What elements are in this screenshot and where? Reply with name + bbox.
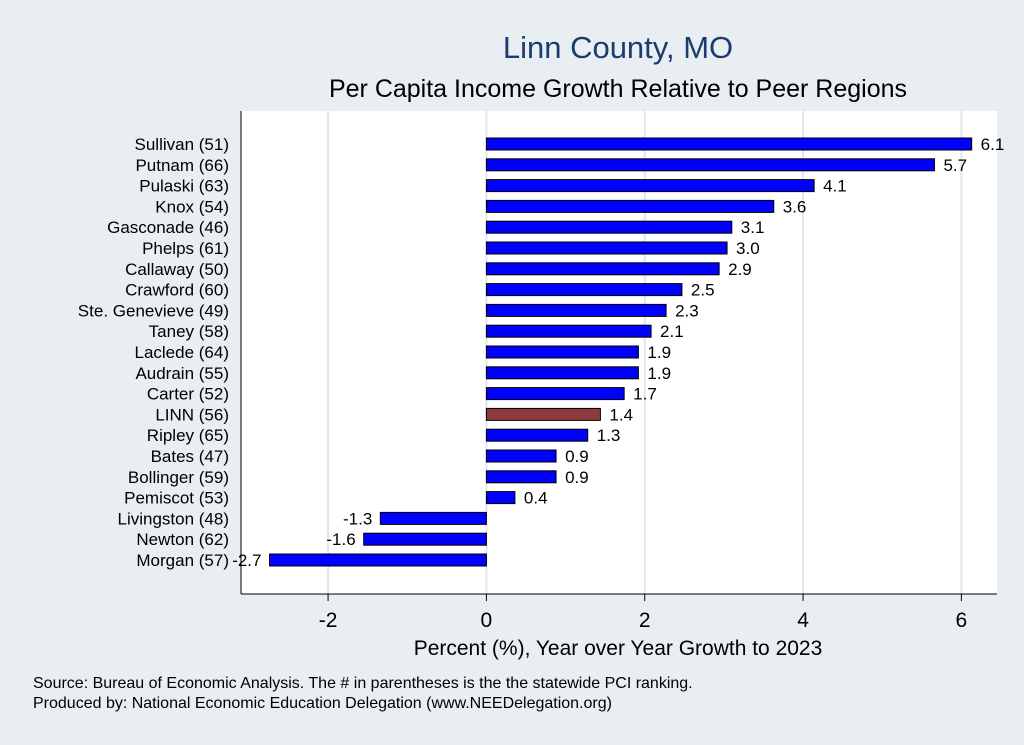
data-label: -1.6 [326, 530, 355, 549]
bar [485, 366, 639, 380]
data-label: 0.9 [565, 468, 589, 487]
data-label: 1.3 [597, 426, 621, 445]
data-label: 2.9 [728, 260, 752, 279]
x-axis-ticks: -2 0 2 4 6 [319, 594, 967, 632]
bar [485, 407, 601, 421]
category-label: Sullivan (51) [135, 135, 230, 154]
data-label: -1.3 [343, 509, 372, 528]
source-note: Source: Bureau of Economic Analysis. The… [33, 675, 693, 692]
chart-title: Linn County, MO [503, 30, 733, 65]
category-label: Newton (62) [136, 530, 229, 549]
category-label: Pemiscot (53) [124, 489, 229, 508]
labels: Sullivan (51) 6.1 Putnam (66) 5.7 Pulaski (6… [78, 135, 1005, 570]
producer-note: Produced by: National Economic Education… [33, 695, 612, 712]
bar [379, 511, 487, 525]
category-label: Pulaski (63) [139, 177, 229, 196]
bar [363, 532, 487, 546]
bar [485, 283, 683, 297]
x-tick-label: -2 [319, 609, 338, 632]
x-tick-label: 4 [797, 609, 809, 632]
category-label: Phelps (61) [142, 239, 229, 258]
bar [485, 262, 720, 276]
data-label: 3.0 [736, 239, 760, 258]
x-tick-label: 0 [481, 609, 493, 632]
data-label: 2.1 [660, 322, 684, 341]
data-label: 5.7 [943, 156, 967, 175]
bar [485, 241, 728, 255]
chart-subtitle: Per Capita Income Growth Relative to Pee… [329, 75, 907, 103]
bar [485, 428, 589, 442]
x-tick-label: 2 [639, 609, 651, 632]
category-label: Audrain (55) [135, 364, 229, 383]
category-label: Ste. Genevieve (49) [78, 301, 229, 320]
data-label: 1.9 [647, 343, 671, 362]
x-tick-label: 6 [956, 609, 968, 632]
category-label: Carter (52) [147, 385, 229, 404]
bar [485, 449, 557, 463]
category-label: Bollinger (59) [128, 468, 229, 487]
bar [485, 491, 516, 505]
bar [485, 470, 557, 484]
bar [485, 158, 935, 172]
category-label: Knox (54) [155, 197, 229, 216]
bar [485, 345, 639, 359]
data-label: 6.1 [981, 135, 1005, 154]
data-label: 3.6 [783, 197, 807, 216]
category-label: Bates (47) [151, 447, 229, 466]
data-label: 2.3 [675, 301, 699, 320]
data-label: 1.7 [633, 385, 657, 404]
bar [485, 137, 973, 151]
category-label: Crawford (60) [125, 281, 229, 300]
category-label: Callaway (50) [125, 260, 229, 279]
category-label: Gasconade (46) [107, 218, 229, 237]
bar [485, 199, 775, 213]
data-label: -2.7 [232, 551, 261, 570]
category-label: Taney (58) [149, 322, 229, 341]
x-axis-title: Percent (%), Year over Year Growth to 20… [414, 637, 823, 660]
data-label: 4.1 [823, 177, 847, 196]
category-label: Morgan (57) [136, 551, 229, 570]
data-label: 0.9 [565, 447, 589, 466]
bars [268, 137, 973, 567]
category-label: LINN (56) [155, 405, 229, 424]
category-label: Putnam (66) [135, 156, 229, 175]
bar [485, 179, 815, 193]
bar [485, 220, 733, 234]
data-label: 1.4 [609, 405, 633, 424]
bar [485, 387, 625, 401]
bar [268, 553, 487, 567]
data-label: 0.4 [524, 489, 548, 508]
category-label: Laclede (64) [134, 343, 229, 362]
category-label: Ripley (65) [147, 426, 229, 445]
data-label: 3.1 [741, 218, 765, 237]
data-label: 2.5 [691, 281, 715, 300]
data-label: 1.9 [647, 364, 671, 383]
category-label: Livingston (48) [117, 509, 229, 528]
bar [485, 324, 652, 338]
bar [485, 303, 667, 317]
